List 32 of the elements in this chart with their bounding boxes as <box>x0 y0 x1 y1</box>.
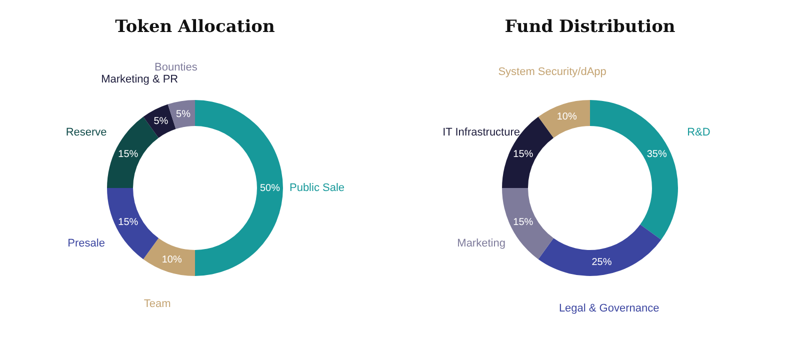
donut-slice <box>538 100 590 138</box>
data-label: 10% <box>162 254 182 266</box>
donut-slice <box>590 100 678 240</box>
slice-label: Marketing <box>457 237 506 250</box>
data-label: 15% <box>513 217 534 228</box>
data-label: 5% <box>176 108 191 120</box>
slice-label: Team <box>144 298 171 310</box>
data-label: 15% <box>118 148 138 160</box>
slice-label: System Security/dApp <box>498 66 606 78</box>
slice-label: Marketing & PR <box>101 73 178 86</box>
slice-label: Public Sale <box>289 182 345 194</box>
slice-label: Reserve <box>66 126 107 139</box>
slice-label: Presale <box>68 237 105 250</box>
data-label: 25% <box>592 257 612 268</box>
chart-title: Token Allocation <box>115 17 275 37</box>
data-label: 15% <box>118 217 138 228</box>
slice-label: R&D <box>687 126 710 139</box>
slice-label: IT Infrastructure <box>442 126 520 139</box>
donut-slice <box>143 238 195 276</box>
data-label: 50% <box>260 183 280 194</box>
slice-label: Legal & Governance <box>558 302 660 314</box>
data-label: 15% <box>513 148 534 160</box>
donut-slice <box>107 188 159 260</box>
donut-slice <box>143 104 176 138</box>
donut-slice <box>195 100 283 276</box>
donut-slice <box>538 224 662 276</box>
data-label: 35% <box>646 148 667 160</box>
slice-label: Bounties <box>154 62 198 74</box>
chart-title: Fund Distribution <box>504 17 676 37</box>
data-label: 10% <box>556 112 577 123</box>
data-label: 5% <box>154 116 168 128</box>
donut-slice <box>168 100 195 130</box>
